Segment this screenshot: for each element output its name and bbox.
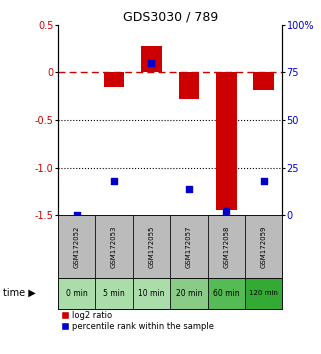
Text: GSM172053: GSM172053	[111, 225, 117, 268]
Point	[224, 209, 229, 214]
Bar	[95, 278, 133, 309]
Bar	[58, 215, 95, 278]
Point	[149, 60, 154, 66]
Bar	[170, 215, 208, 278]
Legend: log2 ratio, percentile rank within the sample: log2 ratio, percentile rank within the s…	[62, 311, 214, 331]
Bar	[104, 73, 124, 87]
Bar	[208, 278, 245, 309]
Point	[186, 186, 191, 192]
Point	[74, 212, 79, 218]
Text: GSM172059: GSM172059	[261, 225, 267, 268]
Title: GDS3030 / 789: GDS3030 / 789	[123, 11, 218, 24]
Bar	[95, 215, 133, 278]
Bar	[245, 215, 282, 278]
Point	[111, 178, 117, 184]
Bar	[216, 73, 237, 211]
Bar	[133, 278, 170, 309]
Text: GSM172055: GSM172055	[148, 225, 154, 268]
Text: GSM172052: GSM172052	[74, 225, 80, 268]
Point	[261, 178, 266, 184]
Text: 60 min: 60 min	[213, 289, 239, 298]
Bar	[245, 278, 282, 309]
Text: time ▶: time ▶	[3, 288, 36, 298]
Text: 5 min: 5 min	[103, 289, 125, 298]
Bar	[141, 46, 162, 73]
Bar	[133, 215, 170, 278]
Bar	[178, 73, 199, 99]
Text: GSM172058: GSM172058	[223, 225, 229, 268]
Text: 0 min: 0 min	[65, 289, 87, 298]
Bar	[208, 215, 245, 278]
Text: 10 min: 10 min	[138, 289, 165, 298]
Bar	[170, 278, 208, 309]
Text: GSM172057: GSM172057	[186, 225, 192, 268]
Bar	[58, 278, 95, 309]
Text: 20 min: 20 min	[176, 289, 202, 298]
Text: 120 min: 120 min	[249, 290, 278, 296]
Bar	[254, 73, 274, 90]
